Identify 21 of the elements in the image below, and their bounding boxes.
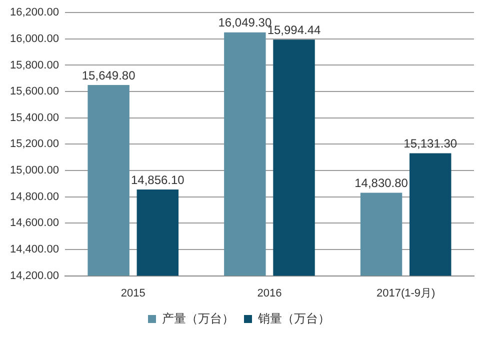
x-tick-label: 2015 bbox=[120, 287, 146, 300]
y-tick-label: 16,200.00 bbox=[10, 6, 59, 19]
data-label: 14,830.80 bbox=[354, 176, 408, 190]
data-label: 15,131.30 bbox=[404, 136, 458, 151]
y-tick-label: 14,400.00 bbox=[10, 244, 59, 256]
data-label: 16,049.30 bbox=[218, 16, 272, 30]
x-tick-label: 2016 bbox=[257, 287, 282, 300]
data-label: 15,649.80 bbox=[82, 68, 136, 82]
x-tick-label: 2017(1-9月) bbox=[376, 287, 436, 300]
y-tick-label: 15,600.00 bbox=[10, 86, 59, 98]
y-tick-label: 15,800.00 bbox=[10, 59, 59, 72]
legend-label: 产量（万台） bbox=[162, 311, 234, 326]
y-tick-label: 14,800.00 bbox=[10, 190, 59, 203]
y-tick-label: 15,200.00 bbox=[10, 138, 59, 150]
data-label: 14,856.10 bbox=[130, 172, 185, 187]
y-tick-label: 15,000.00 bbox=[10, 164, 59, 177]
y-tick-label: 15,400.00 bbox=[10, 112, 59, 124]
y-tick-label: 16,000.00 bbox=[10, 32, 59, 45]
y-tick-label: 14,600.00 bbox=[10, 217, 59, 230]
legend-label: 销量（万台） bbox=[257, 311, 330, 326]
y-tick-label: 14,200.00 bbox=[10, 270, 59, 282]
